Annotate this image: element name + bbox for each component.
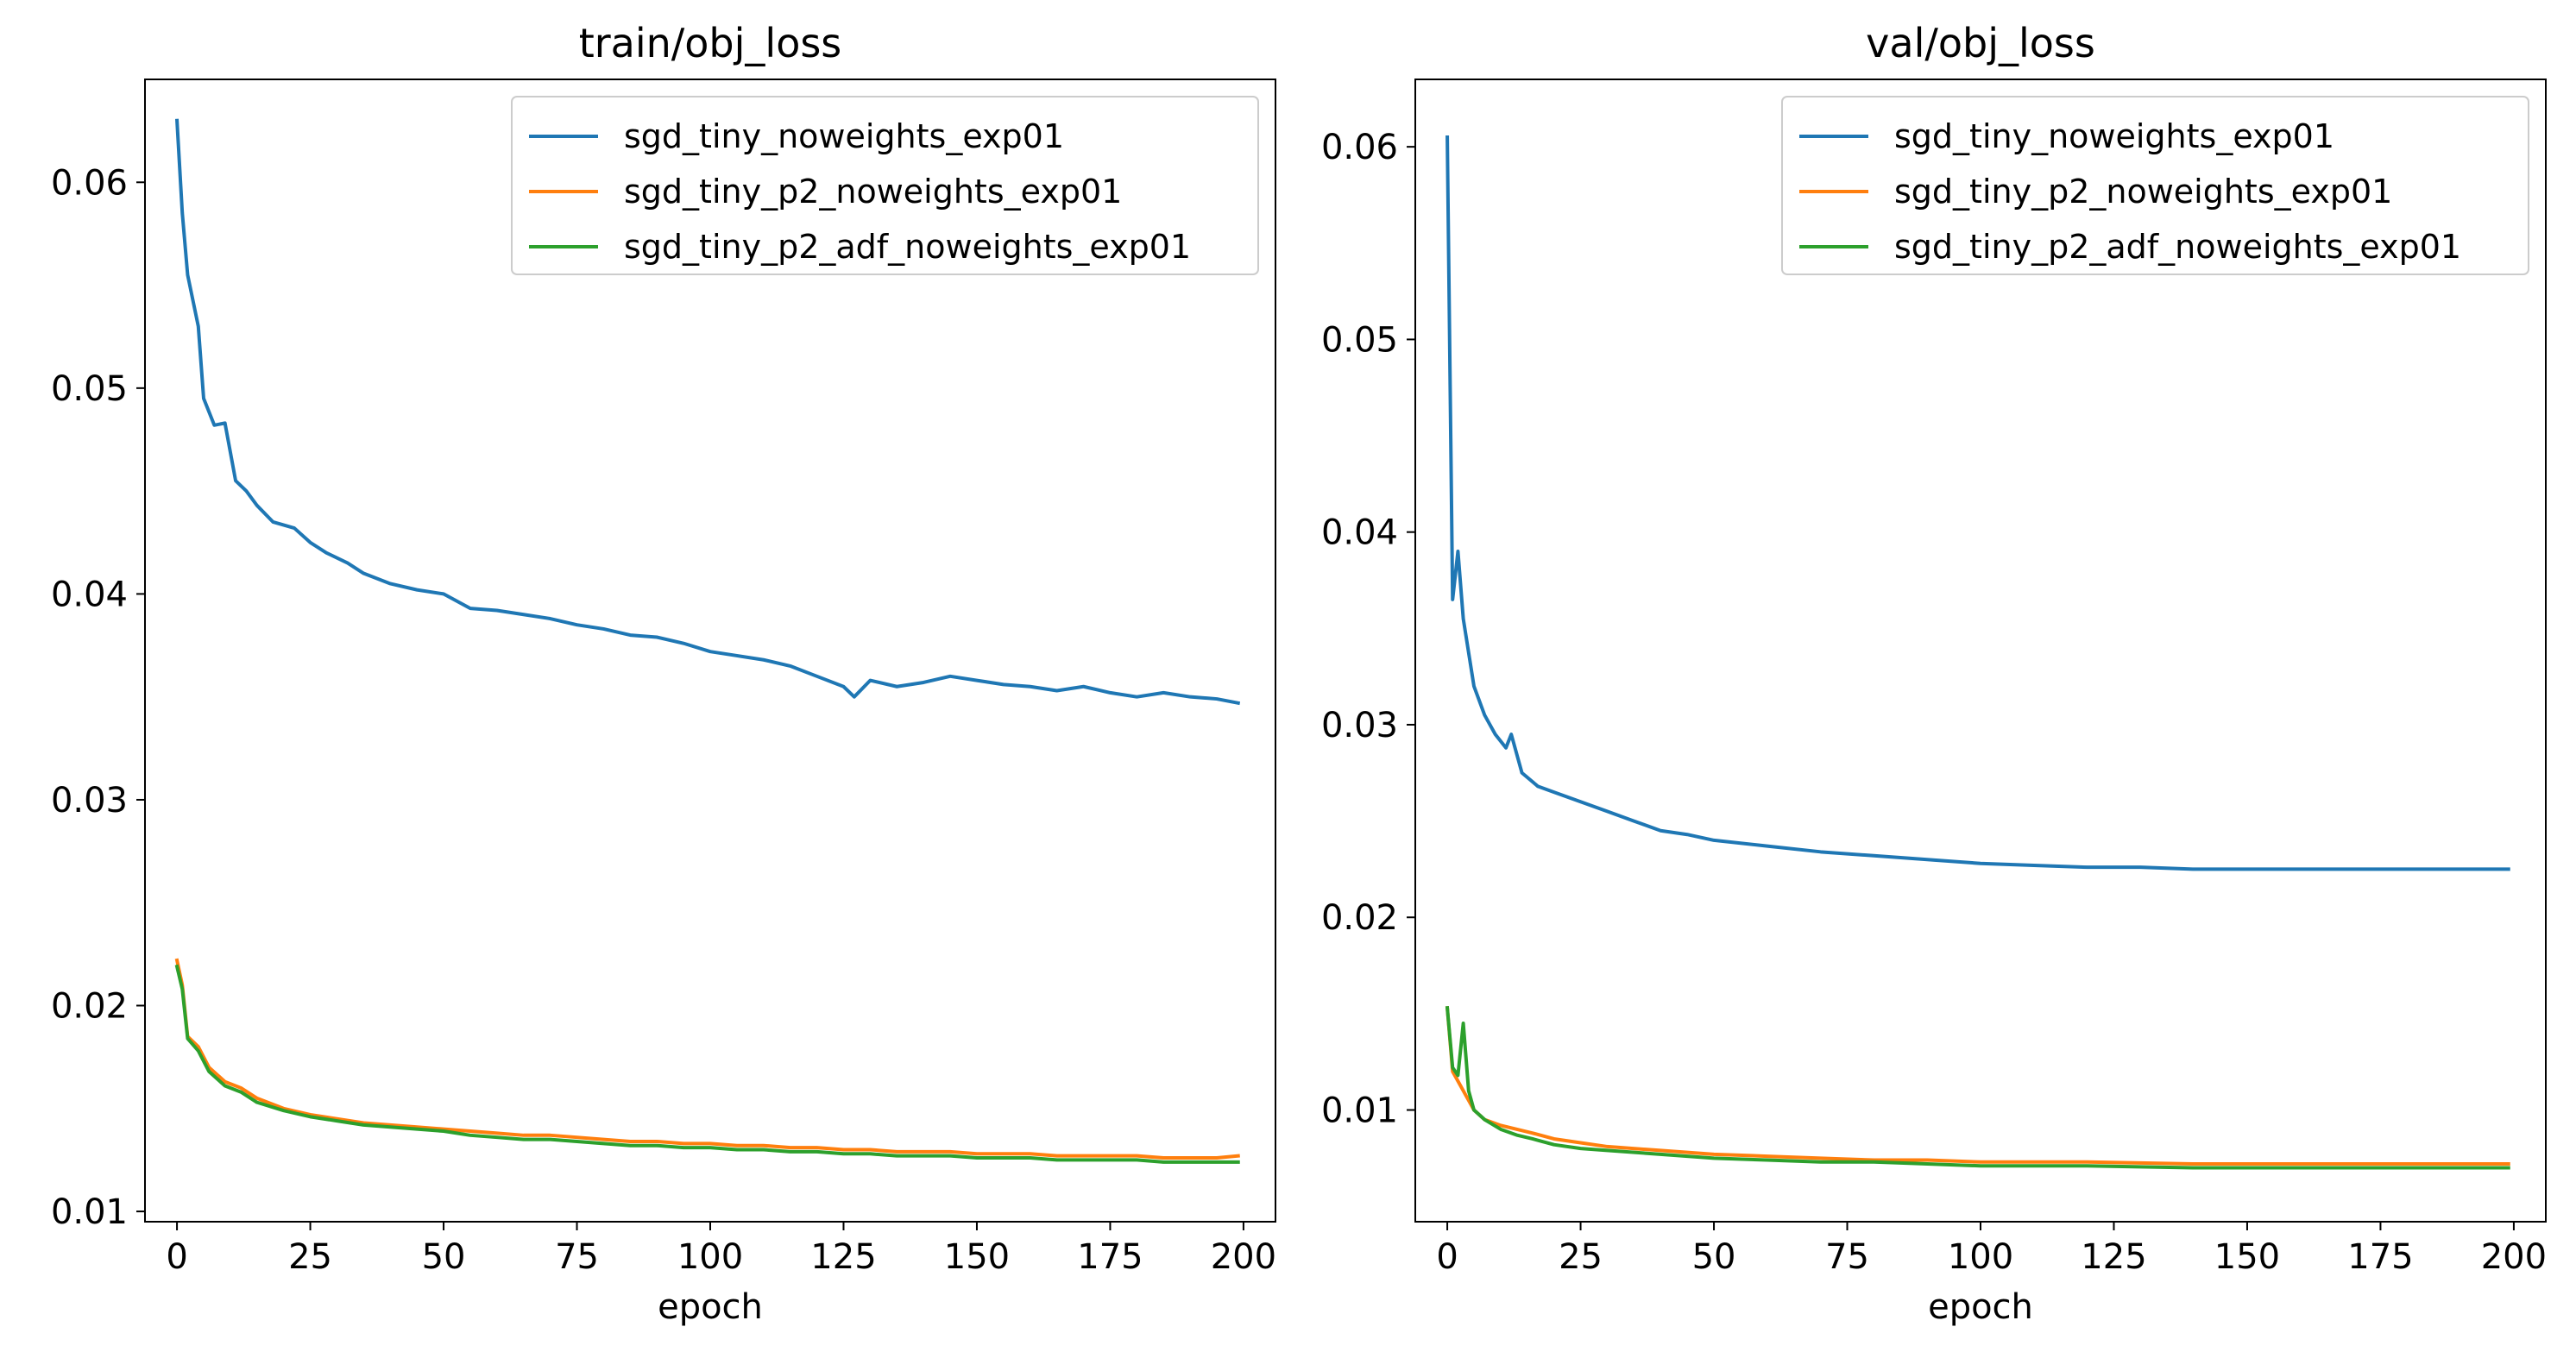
chart-1-ytick-label: 0.05 <box>51 369 128 409</box>
chart-1-ytick-label: 0.01 <box>51 1192 128 1232</box>
chart-2-xlabel: epoch <box>1928 1287 2033 1327</box>
chart-2-series-group <box>1445 135 2510 1170</box>
chart-2-xtick-label: 50 <box>1692 1237 1736 1277</box>
chart-2-legend-label-3: sgd_tiny_p2_adf_noweights_exp01 <box>1894 228 2461 266</box>
chart-2-xtick-label: 75 <box>1825 1237 1869 1277</box>
chart-1-xtick-label: 25 <box>288 1237 332 1277</box>
chart-1-legend-box <box>511 96 1259 275</box>
chart-2-series-3-line <box>1445 1006 2510 1170</box>
chart-1-series-1-line <box>174 118 1241 706</box>
chart-1-xlabel: epoch <box>658 1287 763 1327</box>
chart-2-legend-label-1: sgd_tiny_noweights_exp01 <box>1894 117 2334 155</box>
chart-1: train/obj_loss 0 25 50 75 100 125 150 175 200 0.01… <box>51 20 1276 1327</box>
chart-1-legend-label-1: sgd_tiny_noweights_exp01 <box>624 117 1064 155</box>
chart-2-xtick-label: 100 <box>1948 1237 2013 1277</box>
chart-1-xtick-label: 75 <box>555 1237 599 1277</box>
chart-1-ytick-label: 0.02 <box>51 987 128 1027</box>
chart-1-xtick-label: 0 <box>166 1237 187 1277</box>
chart-2-xtick-label: 0 <box>1436 1237 1458 1277</box>
chart-2-ytick-label: 0.06 <box>1321 128 1398 167</box>
chart-1-series-2-line <box>174 958 1240 1160</box>
chart-1-xtick-label: 125 <box>810 1237 876 1277</box>
chart-2-xtick-label: 125 <box>2081 1237 2146 1277</box>
chart-2-ytick-label: 0.05 <box>1321 320 1398 360</box>
chart-1-legend-label-3: sgd_tiny_p2_adf_noweights_exp01 <box>624 228 1191 266</box>
chart-2-ytick-label: 0.01 <box>1321 1091 1398 1131</box>
chart-1-xtick-label: 100 <box>677 1237 743 1277</box>
chart-1-ytick-label: 0.06 <box>51 163 128 203</box>
chart-1-xtick-label: 150 <box>944 1237 1010 1277</box>
chart-2-legend-box <box>1781 96 2529 275</box>
chart-1-series-3-line <box>174 964 1240 1164</box>
chart-1-ytick-label: 0.03 <box>51 781 128 821</box>
chart-2-title: val/obj_loss <box>1866 20 2095 66</box>
chart-1-xtick-label: 50 <box>422 1237 466 1277</box>
chart-2-series-1-line <box>1445 135 2510 871</box>
chart-1-xtick-label: 175 <box>1077 1237 1143 1277</box>
chart-2-ytick-label: 0.04 <box>1321 513 1398 553</box>
chart-2-xtick-label: 25 <box>1559 1237 1603 1277</box>
chart-2-xtick-label: 200 <box>2481 1237 2547 1277</box>
chart-1-legend: sgd_tiny_noweights_exp01 sgd_tiny_p2_nowe… <box>511 96 1259 275</box>
chart-2-ytick-label: 0.03 <box>1321 706 1398 745</box>
chart-2-xtick-label: 150 <box>2214 1237 2280 1277</box>
chart-2: val/obj_loss 0 25 50 75 100 125 150 175 200 0.01 0.… <box>1321 20 2547 1327</box>
chart-1-ytick-label: 0.04 <box>51 575 128 614</box>
chart-2-series-2-line <box>1445 1006 2510 1166</box>
chart-1-series-group <box>174 118 1241 1164</box>
chart-2-xtick-label: 175 <box>2347 1237 2413 1277</box>
chart-2-legend: sgd_tiny_noweights_exp01 sgd_tiny_p2_nowe… <box>1781 96 2529 275</box>
chart-1-legend-label-2: sgd_tiny_p2_noweights_exp01 <box>624 173 1122 211</box>
chart-2-legend-label-2: sgd_tiny_p2_noweights_exp01 <box>1894 173 2392 211</box>
chart-1-title: train/obj_loss <box>579 20 842 66</box>
chart-1-xtick-label: 200 <box>1211 1237 1276 1277</box>
chart-2-ytick-label: 0.02 <box>1321 898 1398 938</box>
